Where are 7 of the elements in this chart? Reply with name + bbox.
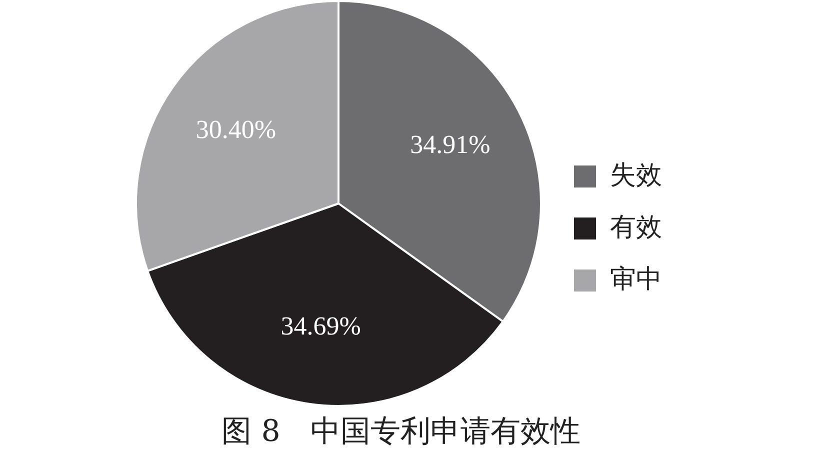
text: 图 8 中国专利申请有效性	[222, 414, 580, 449]
data-label: 30.40%	[196, 114, 276, 144]
legend-label: 有效	[610, 212, 662, 242]
data-label: 34.69%	[280, 312, 361, 341]
legend-label: 失效	[610, 160, 662, 190]
data-label: 34.91%	[410, 130, 490, 160]
legend-label: 审中	[610, 264, 662, 294]
